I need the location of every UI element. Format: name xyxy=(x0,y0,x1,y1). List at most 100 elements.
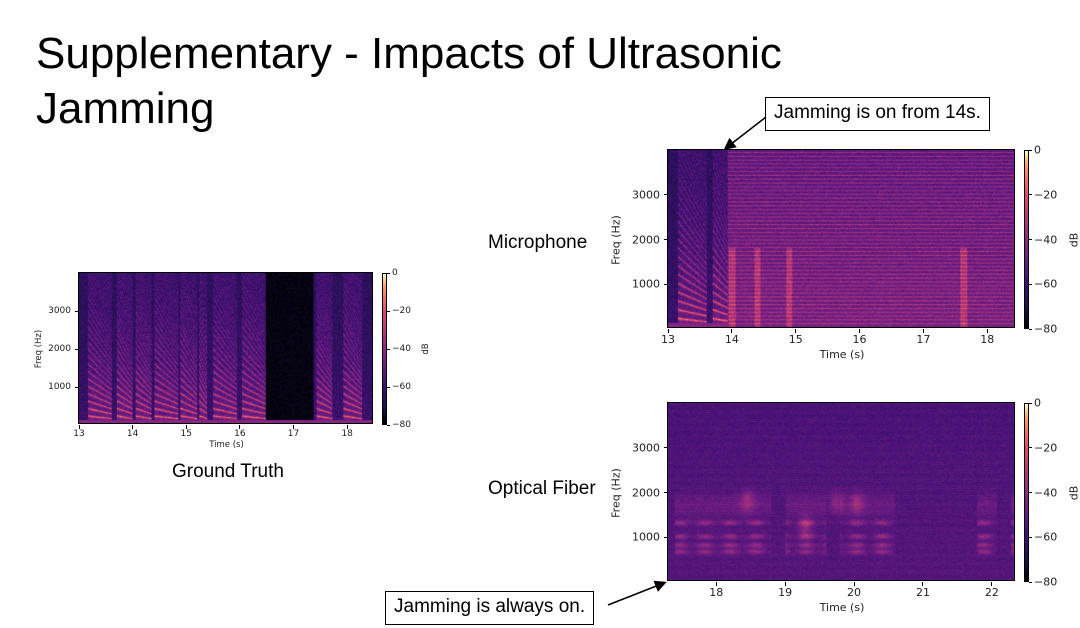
x-tick-label: 14 xyxy=(724,333,739,346)
x-tick-label: 21 xyxy=(915,586,930,599)
colorbar-tick-label: −60 xyxy=(1034,277,1058,291)
y-tick xyxy=(664,283,668,285)
x-tick xyxy=(922,582,924,586)
x-tick-label: 13 xyxy=(73,429,85,439)
x-tick-label: 22 xyxy=(984,586,999,599)
x-tick xyxy=(239,425,241,429)
x-tick xyxy=(293,425,295,429)
caption-ground-truth: Ground Truth xyxy=(172,461,284,482)
spectrogram-image xyxy=(79,273,372,423)
x-tick-label: 17 xyxy=(287,429,300,439)
colorbar xyxy=(382,273,387,425)
y-axis-label: Freq (Hz) xyxy=(609,214,623,265)
colorbar-tick-label: 0 xyxy=(1034,143,1041,157)
x-tick-label: 15 xyxy=(788,333,803,346)
colorbar-tick xyxy=(1029,402,1032,404)
x-tick-label: 13 xyxy=(661,333,675,346)
y-tick-label: 2000 xyxy=(632,233,660,246)
y-axis-label: Freq (Hz) xyxy=(609,467,623,518)
x-tick xyxy=(667,329,669,333)
colorbar-tick xyxy=(1029,536,1032,538)
y-tick-label: 2000 xyxy=(632,486,660,499)
colorbar-tick xyxy=(387,310,390,312)
x-tick xyxy=(715,582,717,586)
y-tick xyxy=(75,310,79,312)
x-tick xyxy=(784,582,786,586)
colorbar-label: dB xyxy=(1067,232,1080,247)
x-tick-label: 18 xyxy=(341,429,353,439)
colorbar-tick-label: 0 xyxy=(392,268,398,278)
y-tick-label: 3000 xyxy=(48,306,71,316)
y-axis-label: Freq (Hz) xyxy=(34,329,44,369)
x-axis-label: Time (s) xyxy=(209,440,244,450)
slide-title: Supplementary - Impacts of Ultrasonic Ja… xyxy=(36,29,782,133)
y-tick-label: 1000 xyxy=(48,382,71,392)
x-tick-label: 19 xyxy=(778,586,793,599)
y-tick-label: 1000 xyxy=(632,277,660,291)
y-tick-label: 3000 xyxy=(632,441,660,455)
y-tick xyxy=(664,194,668,196)
caption-optical-fiber: Optical Fiber xyxy=(488,478,596,499)
colorbar xyxy=(1024,150,1029,329)
microphone-spectrogram: 13 14 15 16 17 18 1000 2000 3000 Time (s) Freq (Hz… xyxy=(610,144,1080,362)
x-axis-label: Time (s) xyxy=(819,601,865,614)
colorbar-tick xyxy=(387,272,390,274)
colorbar-tick-label: −40 xyxy=(392,344,411,354)
colorbar-label: dB xyxy=(421,343,431,355)
colorbar-tick-label: −40 xyxy=(1034,233,1058,246)
colorbar-tick-label: −20 xyxy=(1034,188,1058,202)
x-tick xyxy=(346,425,348,429)
caption-microphone: Microphone xyxy=(488,232,588,253)
colorbar-tick-label: −80 xyxy=(1034,575,1058,589)
y-tick xyxy=(664,239,668,240)
x-tick-label: 16 xyxy=(234,429,246,439)
colorbar-label: dB xyxy=(1067,485,1080,500)
x-tick-label: 20 xyxy=(847,586,862,599)
colorbar-tick xyxy=(1029,283,1032,285)
x-tick xyxy=(991,582,993,586)
colorbar-tick xyxy=(387,348,390,350)
colorbar-tick xyxy=(1029,149,1032,151)
x-tick-label: 15 xyxy=(180,429,192,439)
x-tick xyxy=(185,425,187,429)
x-tick xyxy=(986,329,988,333)
y-tick xyxy=(664,492,668,493)
colorbar-tick xyxy=(1029,581,1032,583)
y-tick xyxy=(664,447,668,449)
colorbar-tick xyxy=(1029,447,1032,449)
x-tick xyxy=(859,329,861,333)
x-tick xyxy=(78,425,80,429)
colorbar-tick-label: 0 xyxy=(1034,396,1041,410)
y-tick-label: 1000 xyxy=(632,530,660,544)
colorbar-tick xyxy=(387,424,390,426)
x-tick xyxy=(922,329,924,333)
x-tick-label: 18 xyxy=(709,586,724,599)
colorbar-tick xyxy=(1029,328,1032,330)
y-tick xyxy=(75,348,79,350)
x-tick-label: 18 xyxy=(980,333,995,346)
y-tick-label: 3000 xyxy=(632,188,660,202)
x-tick xyxy=(795,329,797,333)
y-tick xyxy=(75,386,79,388)
colorbar-tick-label: −80 xyxy=(392,420,411,430)
y-tick xyxy=(664,536,668,538)
x-tick-label: 16 xyxy=(852,333,867,346)
x-tick xyxy=(132,425,134,429)
x-tick-label: 17 xyxy=(916,333,931,346)
spectrogram-image xyxy=(668,150,1014,327)
callout-jamming-from-14s: Jamming is on from 14s. xyxy=(765,97,990,131)
spectrogram-image xyxy=(668,403,1014,580)
colorbar-tick xyxy=(1029,492,1032,493)
colorbar-tick-label: −40 xyxy=(1034,486,1058,499)
colorbar-tick-label: −80 xyxy=(1034,322,1058,336)
colorbar-tick xyxy=(1029,239,1032,240)
colorbar-tick-label: −20 xyxy=(392,306,411,316)
ground-truth-spectrogram: 13 14 15 16 17 18 1000 2000 3000 Time (s) Freq (Hz… xyxy=(34,268,431,450)
colorbar xyxy=(1024,403,1029,582)
optical-fiber-spectrogram: 18 19 20 21 22 1000 2000 3000 Time (s) Freq (Hz) 0… xyxy=(610,397,1080,615)
colorbar-tick-label: −60 xyxy=(1034,530,1058,544)
arrow-to-fiber-plot xyxy=(607,580,667,606)
x-tick-label: 14 xyxy=(126,429,139,439)
colorbar-tick-label: −60 xyxy=(392,382,411,392)
callout-jamming-always-on: Jamming is always on. xyxy=(385,591,595,625)
